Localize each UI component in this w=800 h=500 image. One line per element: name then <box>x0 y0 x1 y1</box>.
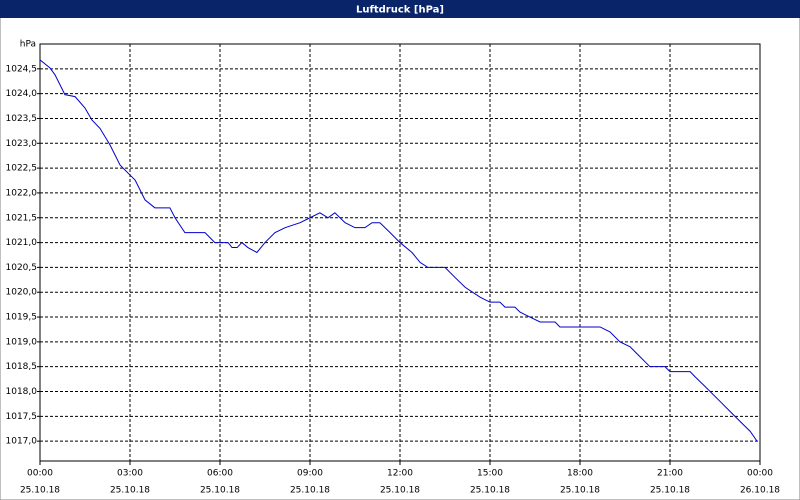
y-tick-label: 1019,5 <box>6 313 38 323</box>
y-tick-label: 1024,0 <box>6 89 38 99</box>
x-tick-label: 25.10.18 <box>110 486 150 496</box>
y-tick-label: 1018,5 <box>6 362 38 372</box>
x-tick-label: 21:00 <box>657 469 683 479</box>
x-tick-label: 09:00 <box>297 469 323 479</box>
x-tick-label: 18:00 <box>567 469 593 479</box>
y-axis-label: hPa <box>20 40 36 50</box>
y-tick-label: 1018,0 <box>6 387 38 397</box>
y-tick-label: 1017,5 <box>6 412 38 422</box>
x-tick-label: 25.10.18 <box>20 486 60 496</box>
x-tick-label: 26.10.18 <box>740 486 780 496</box>
x-tick-label: 15:00 <box>477 469 503 479</box>
x-tick-label: 25.10.18 <box>200 486 240 496</box>
y-tick-label: 1017,0 <box>6 437 38 447</box>
x-tick-label: 12:00 <box>387 469 413 479</box>
x-tick-label: 25.10.18 <box>380 486 420 496</box>
x-tick-label: 00:00 <box>747 469 773 479</box>
chart-title: Luftdruck [hPa] <box>356 5 444 16</box>
y-tick-label: 1023,5 <box>6 114 38 124</box>
y-tick-label: 1021,5 <box>6 213 38 223</box>
x-tick-label: 25.10.18 <box>650 486 690 496</box>
x-tick-label: 06:00 <box>207 469 233 479</box>
line-series <box>39 59 758 442</box>
x-tick-label: 25.10.18 <box>290 486 330 496</box>
y-tick-label: 1024,5 <box>6 64 38 74</box>
y-tick-label: 1019,0 <box>6 337 38 347</box>
y-tick-label: 1020,5 <box>6 263 38 273</box>
y-tick-label: 1022,5 <box>6 164 38 174</box>
x-tick-label: 25.10.18 <box>560 486 600 496</box>
y-tick-label: 1021,0 <box>6 238 38 248</box>
y-tick-label: 1023,0 <box>6 139 38 149</box>
title-bar <box>0 0 800 18</box>
x-tick-label: 00:00 <box>27 469 53 479</box>
y-tick-label: 1020,0 <box>6 288 38 298</box>
x-tick-label: 03:00 <box>117 469 143 479</box>
y-tick-label: 1022,0 <box>6 188 38 198</box>
x-tick-label: 25.10.18 <box>470 486 510 496</box>
